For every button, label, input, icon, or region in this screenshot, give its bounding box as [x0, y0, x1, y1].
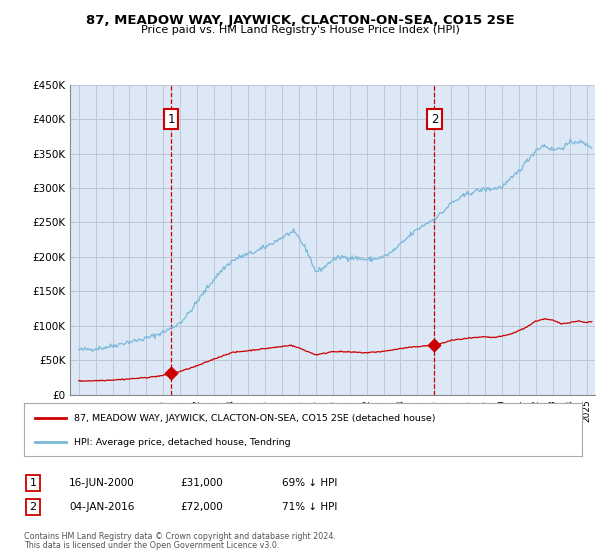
- Text: 87, MEADOW WAY, JAYWICK, CLACTON-ON-SEA, CO15 2SE: 87, MEADOW WAY, JAYWICK, CLACTON-ON-SEA,…: [86, 14, 514, 27]
- Text: £72,000: £72,000: [180, 502, 223, 512]
- Text: £31,000: £31,000: [180, 478, 223, 488]
- Text: 2: 2: [29, 502, 37, 512]
- Point: [430, 340, 439, 349]
- Text: HPI: Average price, detached house, Tendring: HPI: Average price, detached house, Tend…: [74, 437, 291, 446]
- Text: 2: 2: [431, 113, 438, 125]
- Text: This data is licensed under the Open Government Licence v3.0.: This data is licensed under the Open Gov…: [24, 541, 280, 550]
- Text: 71% ↓ HPI: 71% ↓ HPI: [282, 502, 337, 512]
- Text: 1: 1: [167, 113, 175, 125]
- Text: 16-JUN-2000: 16-JUN-2000: [69, 478, 135, 488]
- Text: 69% ↓ HPI: 69% ↓ HPI: [282, 478, 337, 488]
- Text: Contains HM Land Registry data © Crown copyright and database right 2024.: Contains HM Land Registry data © Crown c…: [24, 532, 336, 541]
- Text: Price paid vs. HM Land Registry's House Price Index (HPI): Price paid vs. HM Land Registry's House …: [140, 25, 460, 35]
- Point: [166, 369, 176, 378]
- Text: 04-JAN-2016: 04-JAN-2016: [69, 502, 134, 512]
- Text: 87, MEADOW WAY, JAYWICK, CLACTON-ON-SEA, CO15 2SE (detached house): 87, MEADOW WAY, JAYWICK, CLACTON-ON-SEA,…: [74, 414, 436, 423]
- Text: 1: 1: [29, 478, 37, 488]
